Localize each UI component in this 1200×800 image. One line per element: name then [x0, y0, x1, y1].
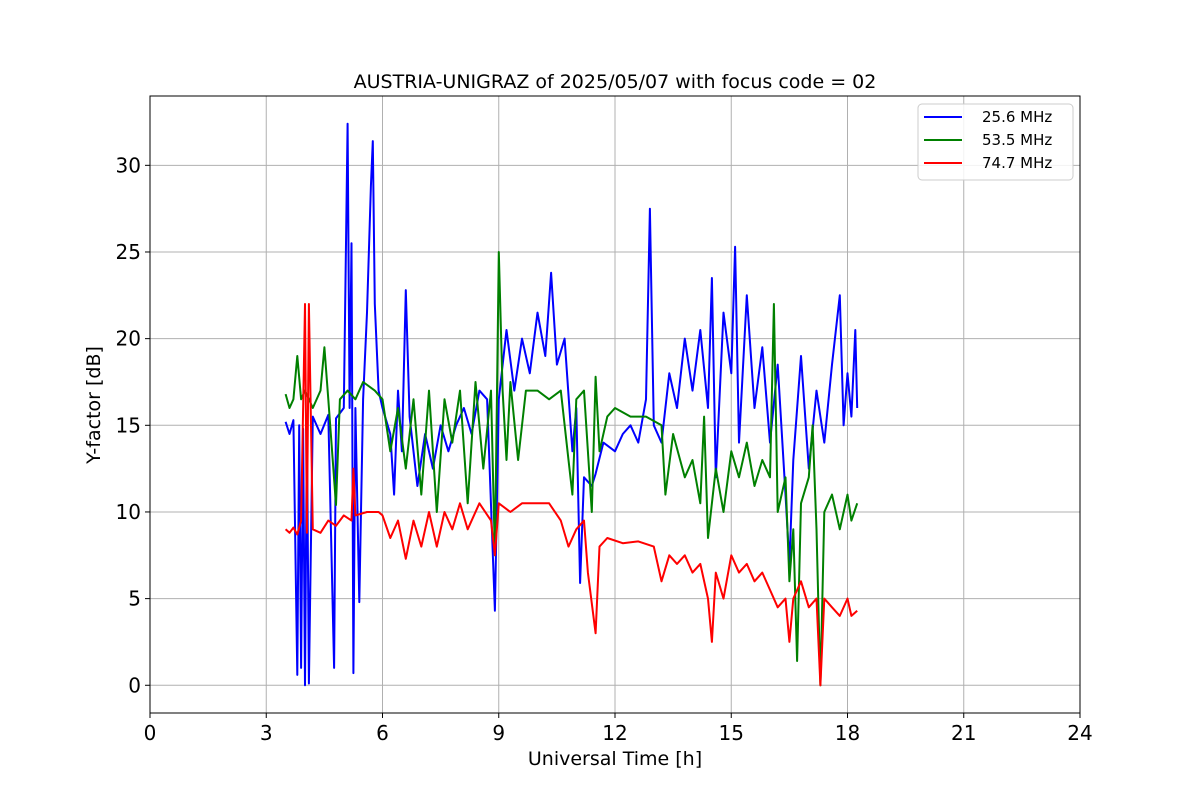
x-tick-label: 6 [376, 721, 389, 745]
y-tick-label: 5 [128, 587, 141, 611]
plot-series [284, 122, 859, 687]
legend: 25.6 MHz 53.5 MHz 74.7 MHz [917, 103, 1074, 181]
y-tick-label: 10 [116, 500, 141, 524]
x-tick-label: 9 [492, 721, 505, 745]
x-tick-label: 12 [602, 721, 627, 745]
x-tick-label: 24 [1067, 721, 1092, 745]
y-tick-label: 15 [116, 413, 141, 437]
legend-box [917, 103, 1074, 181]
y-tick-label: 25 [116, 240, 141, 264]
x-tick-label: 15 [719, 721, 744, 745]
y-tick-label: 30 [116, 153, 141, 177]
y-tick-label: 20 [116, 327, 141, 351]
x-tick-label: 21 [951, 721, 976, 745]
y-tick-label: 0 [128, 673, 141, 697]
y-axis-label: Y-factor [dB] [83, 346, 105, 465]
x-tick-label: 3 [260, 721, 273, 745]
legend-label-74-7-mhz: 74.7 MHz [982, 154, 1052, 172]
x-axis-label: Universal Time [h] [528, 748, 702, 770]
x-tick-label: 0 [144, 721, 157, 745]
legend-label-25-6-mhz: 25.6 MHz [982, 108, 1052, 126]
y-axis-ticks: 0 5 10 15 20 25 30 [116, 153, 150, 697]
series-line-74-7-mhz [284, 303, 858, 687]
series-line-53-5-mhz [284, 251, 859, 687]
x-tick-label: 18 [835, 721, 860, 745]
series-line-25-6-mhz [284, 122, 859, 687]
chart-title: AUSTRIA-UNIGRAZ of 2025/05/07 with focus… [354, 71, 877, 93]
x-axis-ticks: 0 3 6 9 12 15 18 21 24 [144, 713, 1093, 745]
legend-label-53-5-mhz: 53.5 MHz [982, 131, 1052, 149]
